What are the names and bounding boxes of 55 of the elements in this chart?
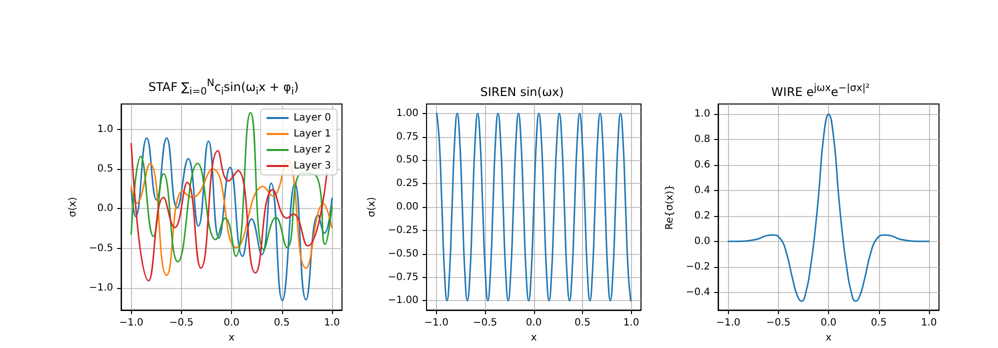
x-tick-label: 0.5 xyxy=(870,318,887,329)
y-tick-label: −0.25 xyxy=(387,224,418,236)
y-tick-label: 0.75 xyxy=(396,131,418,142)
y-axis-title: σ(x) xyxy=(68,196,78,218)
y-tick-label: 0.0 xyxy=(97,203,114,214)
y-tick-label: 0.25 xyxy=(396,178,418,190)
x-axis-title: x xyxy=(530,332,536,344)
x-tick-label: −0.5 xyxy=(766,318,791,329)
y-tick-label: 0.50 xyxy=(396,154,418,166)
y-axis-title: σ(x) xyxy=(366,196,377,218)
line-series xyxy=(130,112,333,262)
y-tick-label: −0.4 xyxy=(686,286,710,298)
y-tick-label: 0.6 xyxy=(694,160,710,171)
y-tick-label: 1.0 xyxy=(97,124,114,135)
x-tick-label: 0.0 xyxy=(820,318,837,329)
y-tick-label: 0.2 xyxy=(694,210,710,222)
x-tick-label: −1.0 xyxy=(716,318,740,329)
y-tick-label: −0.50 xyxy=(387,248,418,260)
x-tick-label: −0.5 xyxy=(169,318,194,329)
legend-label: Layer 2 xyxy=(294,144,331,156)
chart-title: WIRE e$^{jωx}$e$^{−|σx|²}$ xyxy=(770,82,871,100)
x-tick-label: 0.0 xyxy=(224,318,240,329)
x-tick-label: 1.0 xyxy=(324,318,340,329)
y-tick-label: 0.8 xyxy=(694,134,710,146)
x-axis-title: x xyxy=(228,332,235,344)
y-tick-label: 0.0 xyxy=(694,236,710,247)
y-tick-label: −0.5 xyxy=(88,242,114,254)
y-tick-label: 0.4 xyxy=(694,185,710,196)
legend-label: Layer 0 xyxy=(294,112,331,124)
x-tick-label: 1.0 xyxy=(622,318,639,329)
chart-title: SIREN sin(ωx) xyxy=(479,84,565,100)
line-series xyxy=(436,112,632,302)
line-series xyxy=(727,113,930,302)
x-tick-label: −0.5 xyxy=(472,318,497,329)
legend-label: Layer 1 xyxy=(294,128,331,140)
y-axis-title: Re{σ(x)} xyxy=(664,184,676,230)
x-tick-label: 1.0 xyxy=(921,318,937,329)
x-tick-label: −1.0 xyxy=(424,318,448,329)
y-tick-label: 0.00 xyxy=(396,202,418,213)
y-tick-label: −0.2 xyxy=(686,261,710,272)
y-tick-label: −1.00 xyxy=(387,295,418,306)
legend-label: Layer 3 xyxy=(294,160,331,172)
x-axis-title: x xyxy=(826,332,832,344)
x-tick-label: 0.5 xyxy=(574,318,590,329)
y-tick-label: 1.0 xyxy=(694,108,710,120)
y-tick-label: 0.5 xyxy=(97,164,114,174)
line-series xyxy=(130,160,333,276)
x-tick-label: 0.5 xyxy=(274,318,290,329)
y-tick-label: −1.0 xyxy=(88,282,114,294)
line-series xyxy=(130,137,333,302)
x-tick-label: −1.0 xyxy=(119,318,144,329)
x-tick-label: 0.0 xyxy=(525,318,542,329)
chart-title: STAF ∑$_{i=0}$$^{N}$c$_{i}$sin(ω$_{i}$x + φ$_{i}$) xyxy=(148,78,299,97)
y-tick-label: −0.75 xyxy=(387,272,418,283)
y-tick-label: 1.00 xyxy=(396,108,418,119)
